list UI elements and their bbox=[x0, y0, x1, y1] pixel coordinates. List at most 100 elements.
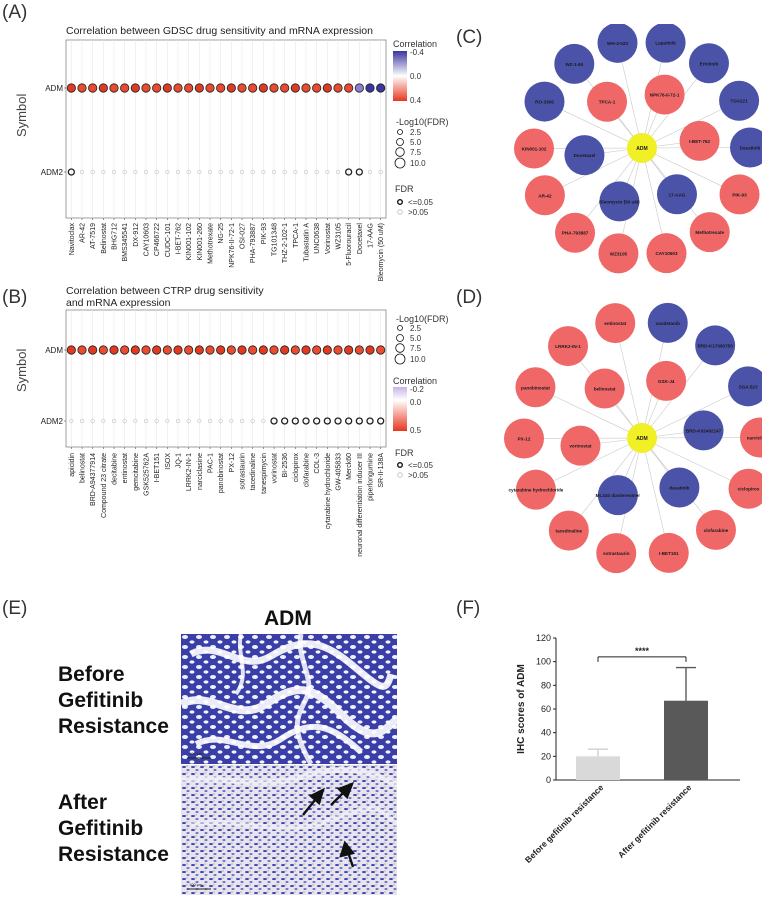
gdsc-drug-label: DX-912 bbox=[133, 223, 140, 247]
ihc-before-line: Gefitinib bbox=[58, 689, 144, 712]
ctrp-network-node-label: belinostat bbox=[594, 387, 616, 392]
gdsc-dot-adm2 bbox=[293, 169, 298, 175]
ctrp-dot-adm bbox=[109, 345, 119, 355]
gdsc-drug-label: OSI-027 bbox=[240, 223, 247, 249]
ctrp-network-node bbox=[695, 509, 736, 550]
gdsc-dot-adm bbox=[152, 83, 162, 93]
ctrp-dot-adm2 bbox=[302, 417, 310, 425]
ctrp-dot-adm bbox=[77, 345, 87, 355]
gdsc-dot-adm2 bbox=[261, 169, 266, 175]
ctrp-legend-fdr-markers bbox=[396, 462, 403, 478]
ctrp-drug-label: vorinostat bbox=[272, 453, 279, 483]
ctrp-network-node-label: vandetanib bbox=[656, 321, 680, 326]
gdsc-dot-adm2 bbox=[325, 169, 330, 175]
gdsc-network-node-label: TGX221 bbox=[731, 99, 749, 104]
gdsc-network-node bbox=[644, 74, 685, 115]
ctrp-drug-label: Compound 23 citrate bbox=[101, 453, 108, 518]
gdsc-dot-adm2 bbox=[367, 169, 373, 175]
gdsc-network-node bbox=[587, 81, 628, 122]
ctrp-plot-frame bbox=[65, 309, 387, 448]
gdsc-title: Correlation between GDSC drug sensitivit… bbox=[66, 25, 373, 37]
gdsc-drug-label: TPCA-1 bbox=[293, 223, 300, 248]
gdsc-legend-size-circles bbox=[394, 129, 406, 169]
ctrp-legend-size-label: 2.5 bbox=[410, 324, 422, 333]
ctrp-legend-size-circles bbox=[394, 325, 406, 365]
ctrp-drug-network: vandetanib BRD-K17060750 SGX-523 narciclasi… bbox=[504, 302, 762, 574]
gdsc-dot-adm2 bbox=[335, 169, 341, 175]
ctrp-drug-label: neuronal differentiation inducer III bbox=[357, 453, 364, 557]
gdsc-dot-adm bbox=[226, 83, 236, 93]
ctrp-dot-adm bbox=[66, 345, 76, 355]
gdsc-network-node-label: PHA-793887 bbox=[562, 231, 589, 236]
gdsc-dot-adm2 bbox=[90, 169, 95, 175]
gdsc-network-center-label: ADM bbox=[636, 146, 647, 152]
y-tick-label: 40 bbox=[541, 728, 551, 738]
gdsc-dot-adm bbox=[184, 83, 194, 93]
ctrp-row-label: ADM2 bbox=[41, 417, 64, 426]
gdsc-dot-adm2 bbox=[239, 169, 245, 175]
ctrp-legend-size-label: 5.0 bbox=[410, 334, 422, 343]
ctrp-network-node bbox=[659, 467, 700, 508]
gdsc-network-node bbox=[524, 81, 565, 122]
ihc-after-label: After Gefitinib Resistance bbox=[58, 790, 169, 868]
ihc-before-line: Before bbox=[58, 663, 125, 686]
gdsc-drug-label: KIN001-102 bbox=[186, 223, 193, 260]
ctrp-drug-label: narciclasine bbox=[197, 453, 204, 490]
ctrp-dot-adm bbox=[376, 345, 386, 355]
ctrp-network-node bbox=[646, 360, 687, 401]
gdsc-dot-adm bbox=[290, 83, 300, 93]
gdsc-drug-label: 5-Fluorouracil bbox=[346, 223, 353, 266]
gdsc-drug-label: Tubastatin A bbox=[304, 223, 311, 262]
gdsc-legend-fdr-label: >0.05 bbox=[408, 208, 429, 217]
ctrp-title-line1: Correlation between CTRP drug sensitivit… bbox=[66, 285, 264, 297]
ctrp-drug-label: BRD-A94377914 bbox=[90, 453, 97, 506]
gdsc-row-label: ADM bbox=[45, 84, 63, 93]
gdsc-legend-size-title: -Log10(FDR) bbox=[396, 117, 449, 127]
gdsc-dot-adm2 bbox=[79, 169, 85, 175]
ctrp-legend-corr-bar bbox=[393, 387, 407, 431]
gdsc-network-node bbox=[646, 233, 687, 274]
ctrp-network-center-node bbox=[627, 423, 657, 453]
panel-label-c: (C) bbox=[456, 27, 483, 48]
gdsc-legend-corr-bar bbox=[393, 51, 407, 101]
gdsc-dot-adm2 bbox=[154, 169, 159, 175]
legend-fdr-nonsignificant bbox=[397, 472, 403, 478]
gdsc-network-node bbox=[524, 175, 565, 216]
gdsc-dot-adm bbox=[216, 83, 226, 93]
y-tick-label: 20 bbox=[541, 751, 551, 761]
gdsc-legend-fdr-title: FDR bbox=[395, 184, 414, 194]
ctrp-drug-label: piperlongumine bbox=[368, 453, 375, 501]
gdsc-dot-adm2 bbox=[303, 169, 309, 175]
ctrp-dot-adm2 bbox=[239, 418, 245, 424]
arrow-icon bbox=[339, 840, 356, 868]
ctrp-dot-adm2 bbox=[154, 418, 159, 424]
gdsc-legend-size-label: 2.5 bbox=[410, 128, 422, 137]
gdsc-drug-label: CP466722 bbox=[154, 223, 161, 256]
gdsc-dot-adm2 bbox=[186, 169, 191, 175]
gdsc-legend-corr-tick: -0.4 bbox=[410, 48, 424, 57]
gdsc-legend-corr-tick: 0.4 bbox=[410, 96, 422, 105]
ctrp-network-node-label: entinostat bbox=[604, 321, 626, 326]
legend-size-circle bbox=[394, 157, 406, 169]
gdsc-dot-adm bbox=[365, 83, 375, 93]
gdsc-legend-size-label: 7.5 bbox=[410, 148, 422, 157]
gdsc-network-node bbox=[597, 24, 638, 63]
ihc-image-after: 100 μm bbox=[181, 765, 397, 895]
ctrp-dot-adm2 bbox=[122, 418, 127, 424]
ihc-scalebar-before: 100 μm bbox=[189, 751, 203, 756]
gdsc-network-node bbox=[656, 174, 697, 215]
ctrp-drug-label: sotrastaurin bbox=[240, 453, 247, 490]
gdsc-drug-label: AT-7519 bbox=[90, 223, 97, 249]
gdsc-network-node-label: Erlotinib bbox=[700, 61, 719, 66]
gdsc-network-node bbox=[555, 212, 596, 253]
ctrp-network-node bbox=[548, 510, 589, 551]
ctrp-network-node-label: dasatinib bbox=[669, 485, 689, 490]
ctrp-network-node-label: SGX-523 bbox=[739, 384, 758, 389]
legend-fdr-nonsignificant bbox=[397, 209, 403, 215]
gdsc-drug-label: UNC0638 bbox=[314, 223, 321, 254]
ctrp-legend-size-label: 10.0 bbox=[410, 355, 426, 364]
ctrp-dot-adm bbox=[88, 345, 98, 355]
ctrp-dot-adm bbox=[333, 345, 343, 355]
ctrp-drug-label: SR-II-138A bbox=[378, 453, 385, 488]
gdsc-network-node-label: Docetaxel bbox=[574, 153, 596, 158]
